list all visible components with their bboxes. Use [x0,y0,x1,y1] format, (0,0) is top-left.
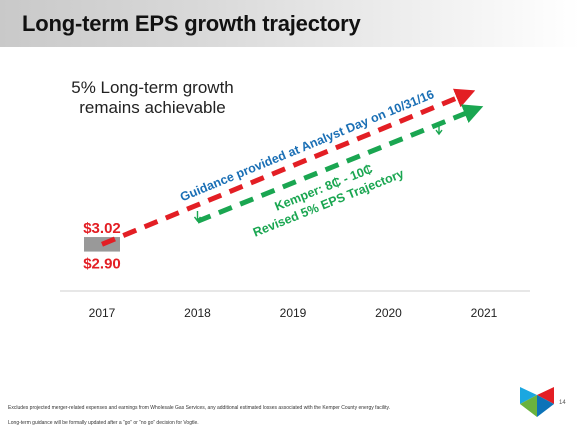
revised-trajectory-arrow [196,104,484,224]
range-high-label: $3.02 [83,220,121,237]
page-number: 14 [559,400,566,406]
page-title: Long-term EPS growth trajectory [22,11,361,36]
x-tick-label-2019: 2019 [280,306,307,320]
title-bar: Long-term EPS growth trajectory [0,0,580,47]
chart-subtitle: 5% Long-term growth remains achievable [71,78,234,117]
x-tick-label-2021: 2021 [471,306,498,320]
revision-drop-marker-2021 [435,124,443,136]
guidance-trajectory-arrow [101,88,476,247]
revision-drop-marker-2018 [193,210,202,223]
x-tick-label-2020: 2020 [375,306,402,320]
footnote-1: Excludes projected merger-related expens… [8,405,391,411]
footnote-2: Long-term guidance will be formally upda… [8,420,199,426]
x-tick-label-2017: 2017 [89,306,116,320]
range-low-label: $2.90 [83,256,121,273]
x-tick-label-2018: 2018 [184,306,211,320]
company-logo [520,387,554,417]
eps-chart: 2017 2018 2019 2020 2021 $3.02 $2.90 Guidanc… [60,87,530,320]
